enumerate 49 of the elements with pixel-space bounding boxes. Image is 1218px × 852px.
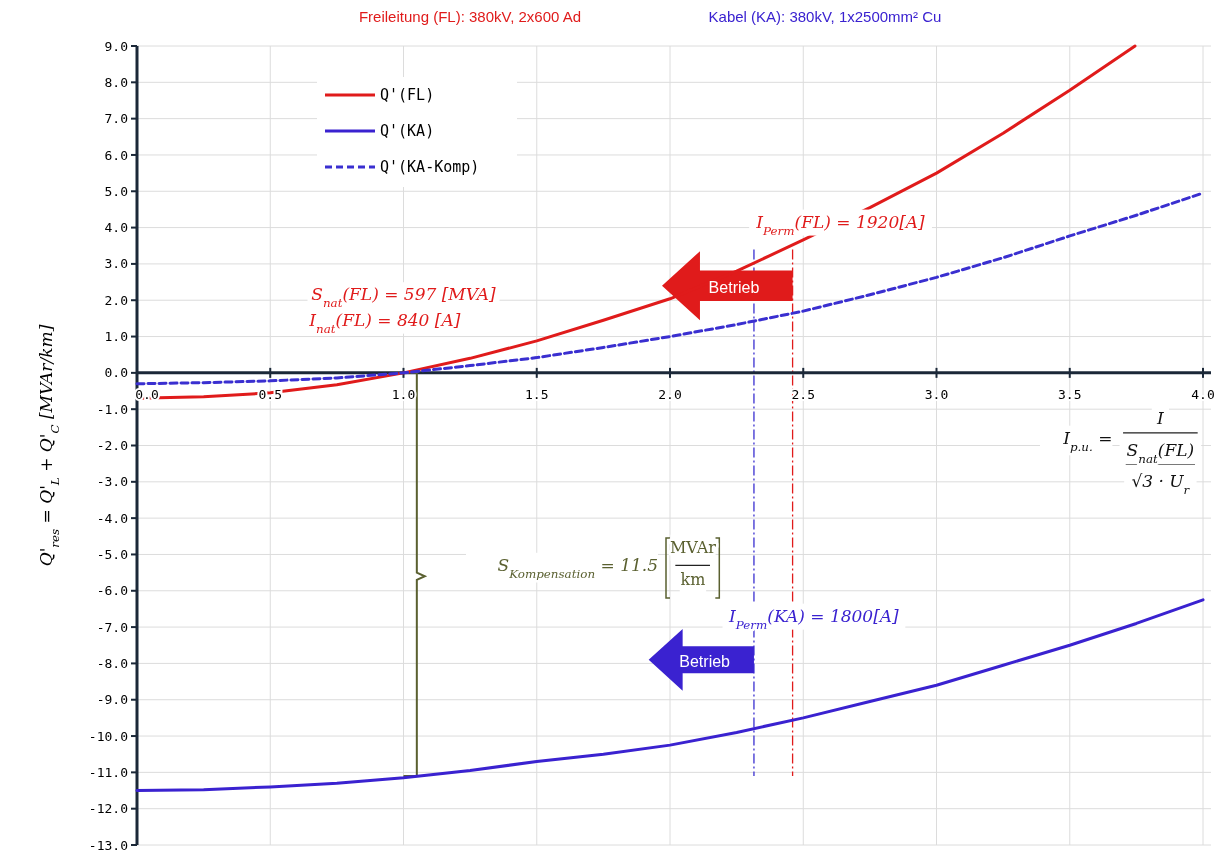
chart-subtitle: Kabel (KA): 380kV, 1x2500mm² Cu: [708, 8, 942, 25]
annotation: S$_{nat}$(FL) = 597 [MVA]: [311, 284, 497, 311]
y-tick-label: -1.0: [96, 401, 128, 417]
annotation: S$_{nat}$(FL): [1126, 440, 1195, 467]
annotation: I$_{Perm}$(KA) = 1800[A]: [728, 605, 900, 632]
legend-label: Q'(FL): [380, 86, 435, 105]
y-tick-label: -8.0: [96, 655, 128, 671]
y-tick-label: 5.0: [104, 183, 128, 199]
annotation: Betrieb: [708, 278, 760, 296]
legend-label: Q'(KA-Komp): [380, 158, 480, 177]
y-tick-label: 7.0: [104, 111, 128, 127]
y-tick-label: -9.0: [96, 692, 128, 708]
y-tick-label: 6.0: [104, 147, 128, 163]
y-tick-label: -2.0: [96, 438, 128, 454]
legend-label: Q'(KA): [380, 122, 435, 141]
chart-title: Freileitung (FL): 380kV, 2x600 Ad: [358, 8, 582, 25]
y-tick-label: -4.0: [96, 510, 128, 526]
y-tick-label: -13.0: [88, 837, 128, 852]
y-tick-label: 3.0: [104, 256, 128, 272]
y-tick-label: 0.0: [104, 365, 128, 381]
annotation: I: [1156, 407, 1165, 428]
annotation: √3 · U$_{r}$: [1131, 471, 1191, 498]
y-tick-label: 8.0: [104, 74, 128, 90]
y-tick-label: -10.0: [88, 728, 128, 744]
x-tick-label: 1.5: [525, 386, 549, 402]
x-tick-label: 3.5: [1058, 386, 1082, 402]
annotation: Betrieb: [679, 653, 731, 671]
line-series: [135, 598, 1205, 793]
y-tick-label: -5.0: [96, 547, 128, 562]
x-tick-label: 3.0: [924, 386, 949, 402]
x-tick-label: 1.0: [391, 386, 416, 402]
y-tick-label: -7.0: [96, 619, 128, 635]
annotation: I$_{Perm}$(FL) = 1920[A]: [755, 211, 926, 238]
y-tick-label: -3.0: [96, 474, 128, 490]
y-tick-label: 4.0: [104, 220, 128, 236]
annotation: km: [680, 570, 706, 590]
y-tick-label: -11.0: [88, 764, 128, 780]
y-tick-label: 1.0: [104, 329, 128, 345]
y-tick-label: 9.0: [104, 38, 128, 54]
annotation: MVAr: [669, 537, 717, 557]
x-tick-label: 2.0: [658, 386, 682, 402]
y-tick-label: -12.0: [88, 801, 128, 817]
annotation: I$_{p.u.}$ =: [1062, 427, 1113, 454]
y-tick-label: 2.0: [104, 292, 128, 308]
y-tick-label: -6.0: [96, 583, 128, 599]
x-tick-label: 2.5: [791, 386, 815, 402]
x-tick-label: 4.0: [1191, 386, 1215, 402]
annotation: S$_{Kompensation}$ = 11.5: [497, 554, 659, 581]
annotation: I$_{nat}$(FL) = 840 [A]: [308, 309, 461, 336]
